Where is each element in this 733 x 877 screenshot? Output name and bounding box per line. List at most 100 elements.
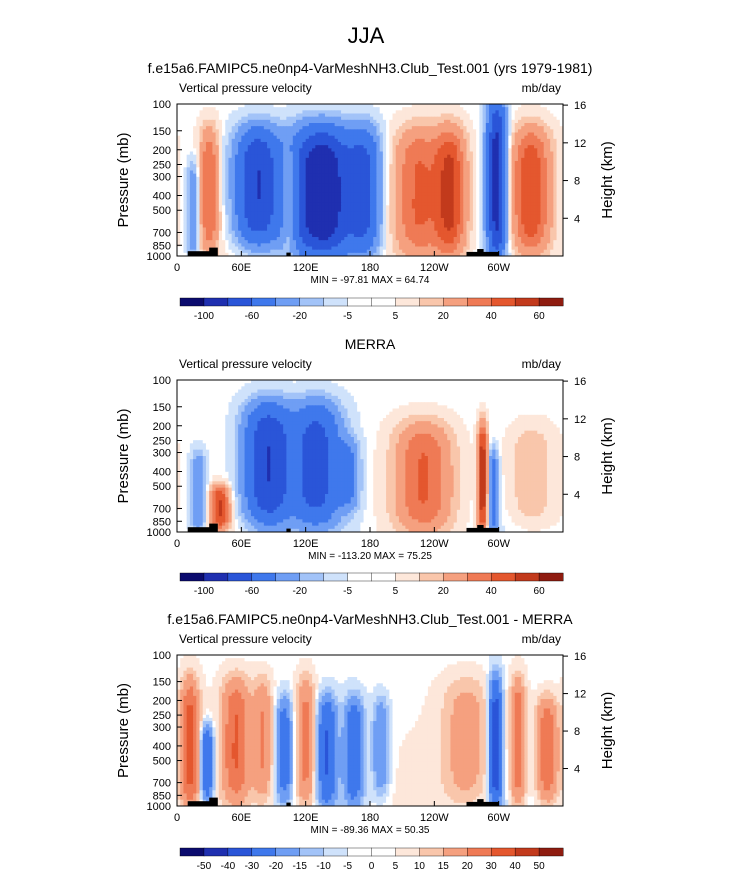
contour-cell xyxy=(382,154,387,159)
contour-cell xyxy=(440,202,445,206)
contour-cell xyxy=(247,148,252,152)
contour-cell xyxy=(315,214,319,219)
contour-cell xyxy=(318,148,323,152)
contour-cell xyxy=(511,151,516,156)
contour-cell xyxy=(431,183,435,187)
contour-cell xyxy=(321,183,326,187)
contour-cell xyxy=(408,167,413,171)
contour-cell xyxy=(292,104,297,108)
contour-cell xyxy=(505,224,509,228)
contour-cell xyxy=(479,148,483,152)
contour-cell xyxy=(469,218,474,222)
contour-cell xyxy=(431,138,435,143)
contour-cell xyxy=(347,214,352,219)
contour-cell xyxy=(202,142,207,146)
contour-cell xyxy=(283,107,287,111)
contour-cell xyxy=(254,211,258,216)
contour-cell xyxy=(334,186,339,190)
contour-cell xyxy=(360,132,364,137)
contour-cell xyxy=(222,107,226,111)
contour-cell xyxy=(222,129,226,133)
contour-cell xyxy=(225,183,229,187)
contour-cell xyxy=(357,230,361,235)
contour-cell xyxy=(289,138,294,143)
contour-cell xyxy=(472,123,477,127)
contour-cell xyxy=(392,126,397,130)
contour-cell xyxy=(318,116,323,121)
contour-cell xyxy=(334,154,339,159)
contour-cell xyxy=(357,199,361,203)
contour-cell xyxy=(228,148,233,152)
contour-cell xyxy=(247,233,252,238)
contour-cell xyxy=(434,170,438,175)
contour-cell xyxy=(415,224,419,228)
contour-cell xyxy=(370,218,374,222)
contour-cell xyxy=(254,183,258,187)
contour-cell xyxy=(366,233,371,238)
contour-cell xyxy=(456,199,461,203)
contour-cell xyxy=(250,113,255,118)
contour-cell xyxy=(521,110,525,114)
contour-cell xyxy=(193,151,197,156)
contour-cell xyxy=(505,173,509,178)
contour-cell xyxy=(315,170,319,175)
contour-cell xyxy=(453,129,458,133)
contour-cell xyxy=(360,126,364,130)
contour-cell xyxy=(353,211,358,216)
contour-cell xyxy=(347,199,352,203)
contour-cell xyxy=(395,233,400,238)
contour-cell xyxy=(193,211,197,216)
contour-cell xyxy=(209,126,213,130)
contour-cell xyxy=(180,214,184,219)
contour-cell xyxy=(225,126,229,130)
contour-cell xyxy=(279,129,284,133)
contour-cell xyxy=(318,145,323,149)
contour-cell xyxy=(498,227,503,232)
contour-cell xyxy=(244,211,249,216)
contour-cell xyxy=(402,227,406,232)
contour-cell xyxy=(189,195,194,200)
contour-cell xyxy=(424,157,429,162)
contour-cell xyxy=(267,129,271,133)
contour-cell xyxy=(415,132,419,137)
contour-cell xyxy=(479,161,483,165)
contour-cell xyxy=(466,195,471,200)
contour-cell xyxy=(479,123,483,127)
contour-cell xyxy=(254,214,258,219)
contour-cell xyxy=(225,107,229,111)
contour-cell xyxy=(189,145,194,149)
contour-cell xyxy=(177,132,181,137)
contour-cell xyxy=(524,157,529,162)
contour-cell xyxy=(537,195,541,200)
contour-cell xyxy=(196,148,200,152)
contour-cell xyxy=(202,135,207,140)
contour-cell xyxy=(196,183,200,187)
contour-cell xyxy=(395,221,400,225)
contour-cell xyxy=(550,227,554,232)
contour-cell xyxy=(183,189,188,194)
contour-cell xyxy=(215,224,220,228)
contour-cell xyxy=(279,205,284,209)
contour-cell xyxy=(405,142,409,146)
contour-cell xyxy=(389,157,393,162)
contour-cell xyxy=(456,195,461,200)
contour-cell xyxy=(456,180,461,184)
contour-cell xyxy=(234,192,239,197)
contour-cell xyxy=(466,151,471,156)
contour-cell xyxy=(546,161,551,165)
contour-cell xyxy=(350,104,355,108)
contour-cell xyxy=(244,145,249,149)
contour-cell xyxy=(386,129,390,133)
contour-cell xyxy=(392,176,397,181)
contour-cell xyxy=(521,186,525,190)
contour-cell xyxy=(283,142,287,146)
contour-cell xyxy=(357,126,361,130)
contour-cell xyxy=(183,183,188,187)
contour-cell xyxy=(472,221,477,225)
contour-cell xyxy=(196,230,200,235)
contour-cell xyxy=(228,202,233,206)
contour-cell xyxy=(447,123,451,127)
contour-cell xyxy=(550,230,554,235)
contour-cell xyxy=(341,107,345,111)
contour-cell xyxy=(254,151,258,156)
